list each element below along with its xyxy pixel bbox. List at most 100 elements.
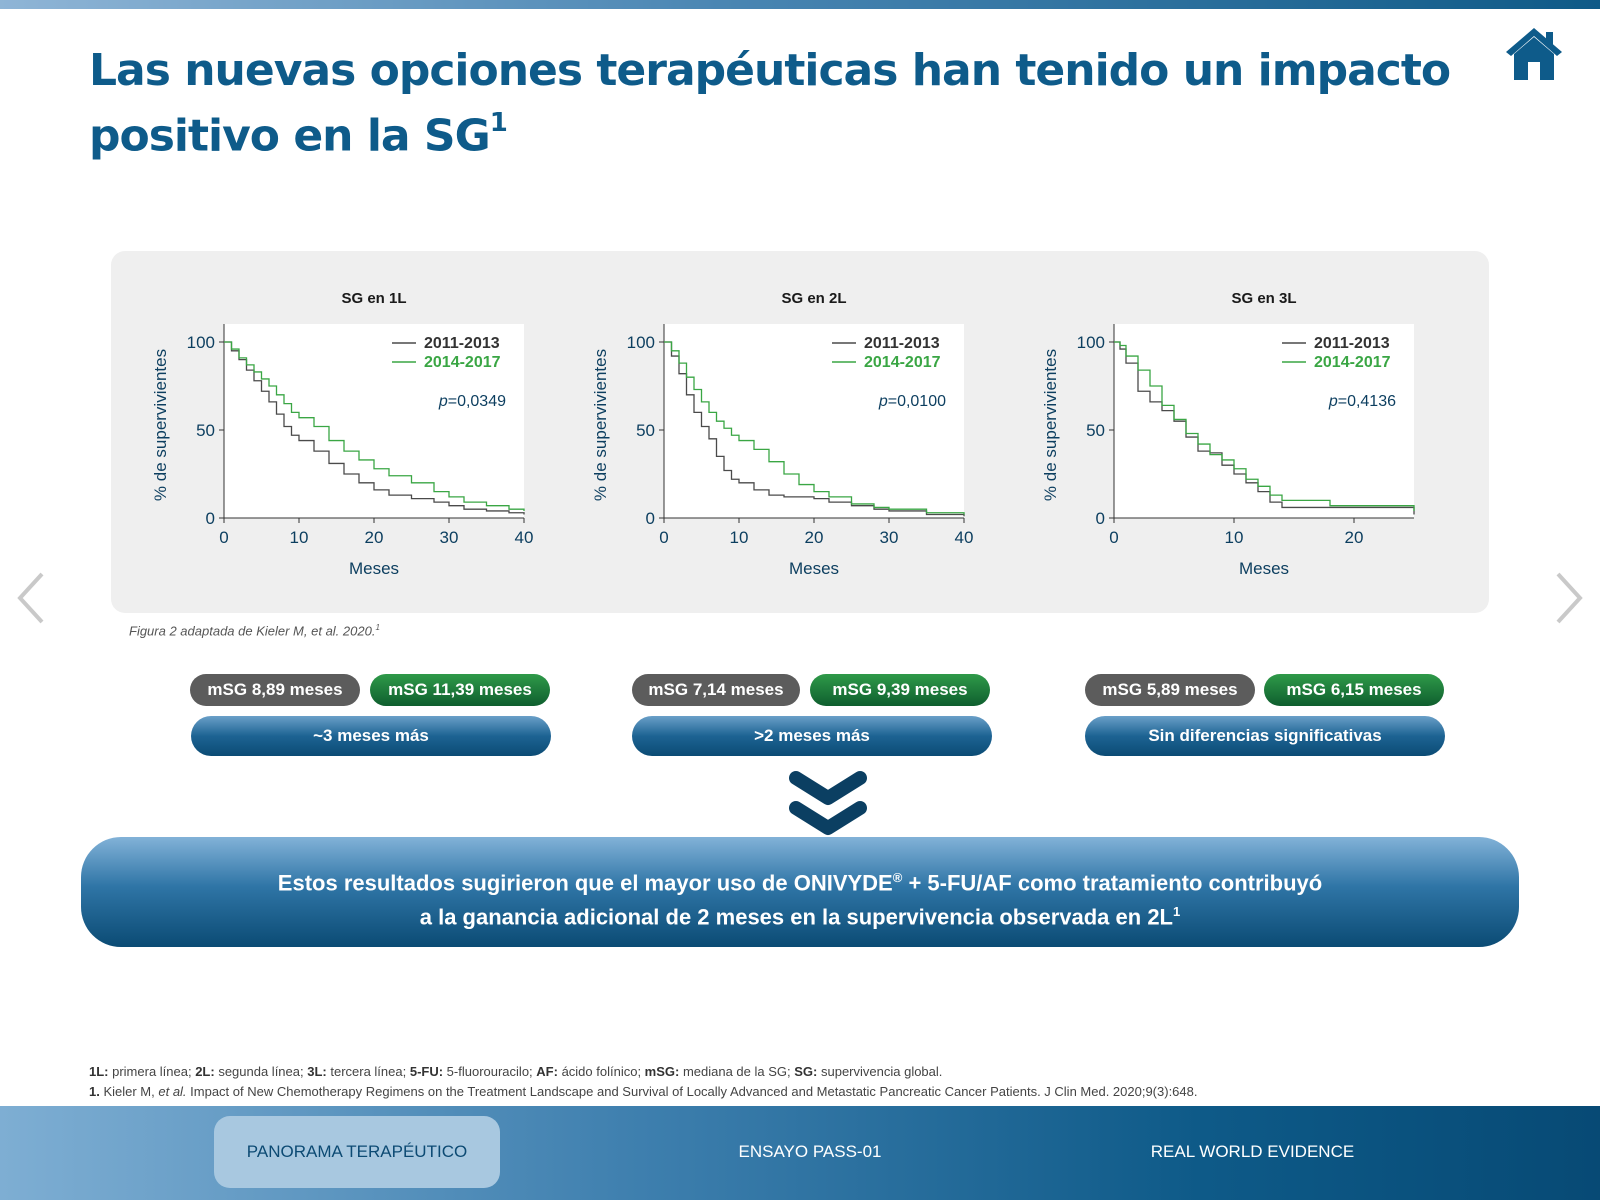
x-axis-label: Meses bbox=[1239, 559, 1289, 578]
legend-label: 2014-2017 bbox=[424, 354, 501, 371]
x-tick-label: 0 bbox=[1109, 528, 1118, 547]
chart-svg: SG en 3L 0 50 100 0 10 20 Meses % de supervivien… bbox=[1041, 290, 1415, 578]
caption-ref: 1 bbox=[375, 623, 380, 632]
series-line-2014-2017 bbox=[664, 341, 965, 515]
chart-sg-3l: SG en 3L 0 50 100 0 10 20 Meses % de supervivien… bbox=[1036, 251, 1476, 613]
abbreviations: 1L: primera línea; 2L: segunda línea; 3L… bbox=[89, 1062, 1509, 1082]
y-tick-label: 50 bbox=[636, 421, 655, 440]
p-value-label: p=0,0100 bbox=[878, 393, 946, 410]
caption-year: 2020. bbox=[339, 623, 376, 639]
title-line-1: Las nuevas opciones terapéuticas han ten… bbox=[89, 45, 1451, 96]
tab-real-world-evidence[interactable]: REAL WORLD EVIDENCE bbox=[1150, 1142, 1355, 1161]
series-line-2011-2013 bbox=[224, 341, 525, 515]
prev-slide-button[interactable] bbox=[12, 568, 52, 628]
chart-title: SG en 1L bbox=[341, 290, 406, 307]
chart-title: SG en 2L bbox=[781, 290, 846, 307]
tab-panorama-terapeutico[interactable]: PANORAMA TERAPÉUTICO bbox=[214, 1116, 500, 1188]
x-tick-label: 10 bbox=[730, 528, 749, 547]
abbr-def: segunda línea; bbox=[214, 1064, 308, 1079]
msg-pill-2011-1l: mSG 8,89 meses bbox=[190, 674, 360, 706]
conclusion-line1: Estos resultados sugirieron que el mayor… bbox=[277, 870, 893, 896]
abbr-def: supervivencia global. bbox=[817, 1064, 943, 1079]
conclusion-reg: ® bbox=[892, 870, 903, 885]
series-line-2014-2017 bbox=[224, 341, 525, 511]
abbr-def: mediana de la SG; bbox=[679, 1064, 795, 1079]
difference-pill-3l: Sin diferencias significativas bbox=[1085, 716, 1445, 756]
msg-pill-2014-1l: mSG 11,39 meses bbox=[370, 674, 550, 706]
top-accent-bar bbox=[0, 0, 1600, 9]
x-tick-label: 0 bbox=[219, 528, 228, 547]
home-icon bbox=[1506, 28, 1562, 80]
p-value: =0,0100 bbox=[888, 393, 946, 410]
page-title: Las nuevas opciones terapéuticas han ten… bbox=[89, 42, 1469, 165]
chart-svg: SG en 1L 0 50 100 0 10 20 30 40 Meses % de supervi… bbox=[151, 290, 534, 578]
abbr-def: tercera línea; bbox=[326, 1064, 410, 1079]
x-tick-label: 40 bbox=[515, 528, 534, 547]
chart-title: SG en 3L bbox=[1231, 290, 1296, 307]
abbr-term: mSG: bbox=[644, 1064, 680, 1079]
ref-number: 1. bbox=[89, 1084, 100, 1099]
legend-label: 2014-2017 bbox=[1314, 354, 1391, 371]
chart-sg-1l: SG en 1L 0 50 100 0 10 20 30 40 Meses % de supervi… bbox=[146, 251, 586, 613]
reference: 1. Kieler M, et al. Impact of New Chemot… bbox=[89, 1082, 1509, 1102]
msg-pill-2014-2l: mSG 9,39 meses bbox=[810, 674, 990, 706]
x-tick-label: 10 bbox=[1225, 528, 1244, 547]
abbr-term: SG: bbox=[794, 1064, 818, 1079]
plot-area bbox=[1114, 324, 1414, 518]
p-value-prefix: p bbox=[878, 393, 888, 410]
p-value-prefix: p bbox=[1328, 393, 1338, 410]
legend-label: 2011-2013 bbox=[864, 335, 940, 352]
p-value: =0,0349 bbox=[448, 393, 506, 410]
ref-authors: Kieler M, bbox=[99, 1084, 159, 1099]
abbr-term: 5-FU: bbox=[409, 1064, 444, 1079]
abbr-term: 3L: bbox=[307, 1064, 327, 1079]
figure-caption: Figura 2 adaptada de Kieler M, et al. 20… bbox=[129, 623, 380, 638]
p-value-prefix: p bbox=[438, 393, 448, 410]
home-button[interactable] bbox=[1502, 24, 1566, 84]
y-axis-label: % de supervivientes bbox=[591, 349, 610, 501]
x-tick-label: 20 bbox=[1345, 528, 1364, 547]
abbr-term: 1L: bbox=[89, 1064, 109, 1079]
y-tick-label: 100 bbox=[187, 333, 215, 352]
y-tick-label: 50 bbox=[1086, 421, 1105, 440]
conclusion-line2: a la ganancia adicional de 2 meses en la… bbox=[419, 904, 1173, 930]
msg-pill-2011-2l: mSG 7,14 meses bbox=[632, 674, 800, 706]
x-axis-label: Meses bbox=[789, 559, 839, 578]
bottom-navigation: PANORAMA TERAPÉUTICO ENSAYO PASS-01 REAL… bbox=[0, 1106, 1600, 1200]
caption-etal: et al. bbox=[311, 623, 340, 639]
conclusion-line1-rest: + 5-FU/AF como tratamiento contribuyó bbox=[902, 870, 1323, 896]
y-tick-label: 100 bbox=[1077, 333, 1105, 352]
msg-pill-2014-3l: mSG 6,15 meses bbox=[1264, 674, 1444, 706]
chart-svg: SG en 2L 0 50 100 0 10 20 30 40 Meses % de supervi… bbox=[591, 290, 974, 578]
x-tick-label: 40 bbox=[955, 528, 974, 547]
legend-label: 2014-2017 bbox=[864, 354, 941, 371]
conclusion-ref: 1 bbox=[1173, 904, 1181, 920]
conclusion-banner: Estos resultados sugirieron que el mayor… bbox=[81, 837, 1519, 947]
chevron-right-icon bbox=[1556, 572, 1583, 624]
legend-label: 2011-2013 bbox=[1314, 335, 1390, 352]
title-ref: 1 bbox=[489, 108, 508, 138]
x-tick-label: 30 bbox=[880, 528, 899, 547]
y-axis-label: % de supervivientes bbox=[1041, 349, 1060, 501]
title-line-2: positivo en la SG bbox=[89, 110, 491, 162]
abbr-def: 5-fluorouracilo; bbox=[443, 1064, 537, 1079]
p-value: =0,4136 bbox=[1338, 393, 1396, 410]
footnotes: 1L: primera línea; 2L: segunda línea; 3L… bbox=[89, 1062, 1509, 1102]
difference-pill-1l: ~3 meses más bbox=[191, 716, 551, 756]
y-tick-label: 0 bbox=[1096, 509, 1105, 528]
msg-pill-2011-3l: mSG 5,89 meses bbox=[1085, 674, 1255, 706]
y-tick-label: 100 bbox=[627, 333, 655, 352]
x-tick-label: 10 bbox=[290, 528, 309, 547]
chevron-left-icon bbox=[17, 572, 44, 624]
series-line-2014-2017 bbox=[1114, 341, 1415, 511]
y-tick-label: 50 bbox=[196, 421, 215, 440]
next-slide-button[interactable] bbox=[1548, 568, 1588, 628]
tab-ensayo-pass-01[interactable]: ENSAYO PASS-01 bbox=[738, 1142, 882, 1161]
y-tick-label: 0 bbox=[206, 509, 215, 528]
x-axis-label: Meses bbox=[349, 559, 399, 578]
chart-sg-2l: SG en 2L 0 50 100 0 10 20 30 40 Meses % de supervi… bbox=[586, 251, 1026, 613]
ref-etal: et al. bbox=[158, 1084, 187, 1099]
p-value-label: p=0,4136 bbox=[1328, 393, 1396, 410]
abbr-def: ácido folínico; bbox=[557, 1064, 645, 1079]
series-line-2011-2013 bbox=[1114, 341, 1415, 515]
